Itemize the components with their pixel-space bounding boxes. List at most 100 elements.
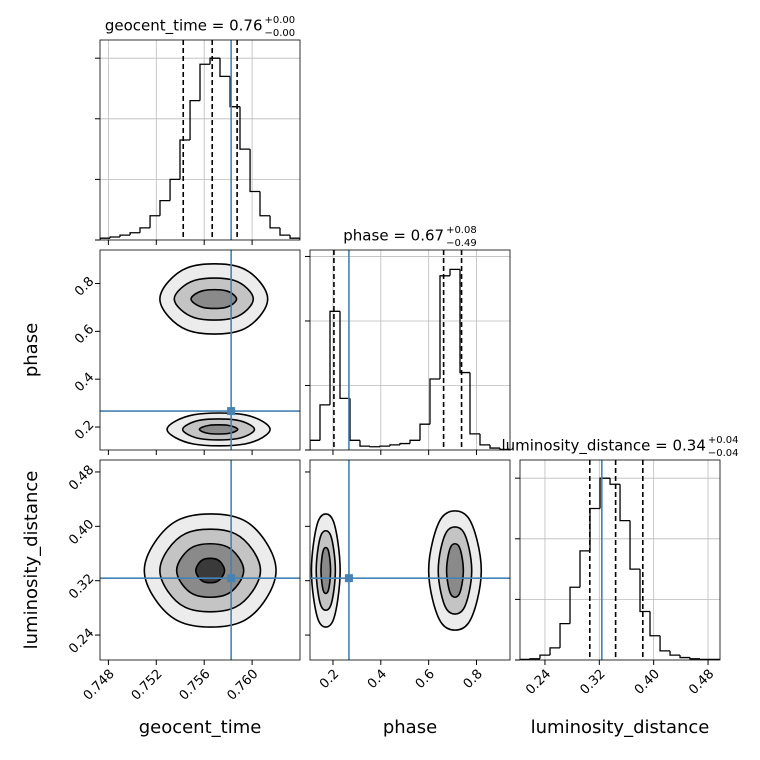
hist-bin [439,275,450,380]
y-tick-label: 0.32 [66,571,97,602]
hist-bin [100,237,111,240]
y-tick-label: 0.24 [66,626,97,657]
hist-bin [239,106,251,150]
x-tick-label: 0.48 [686,667,717,698]
hist-bin [169,178,180,201]
hist-bin [669,650,681,656]
panel-frame [519,459,721,661]
x-tick-label: 0.760 [224,667,261,704]
hist-bin [389,444,400,447]
x-tick-label: 0.6 [413,667,438,692]
title-upper: +0.08 [446,225,477,236]
hist-panel [520,460,720,660]
hist-bin [659,635,671,652]
hist-bin [379,445,390,447]
title-lower: −0.04 [708,448,739,459]
hist-bin [249,149,260,193]
hist-bin [619,484,631,522]
hist-bin [369,446,380,448]
panel-frame [309,459,511,661]
hist-bin [219,58,231,78]
hist-bin [559,622,571,648]
hist-bin [569,586,581,624]
x-tick-label: 0.40 [632,667,663,698]
hist-bin [119,234,131,237]
hist-bin [589,507,601,551]
title-lower: −0.49 [446,238,477,249]
hist-bin [579,550,590,588]
title-lower: −0.00 [265,28,296,39]
hist-bin [399,442,410,445]
y-tick-label: 0.40 [66,517,97,548]
hist-bin [549,647,561,656]
y-axis-label: phase [21,323,42,377]
y-tick-label: 0.48 [66,463,97,494]
hist-bin [609,478,621,485]
hist-bin [469,372,480,435]
x-tick-label: 0.24 [523,667,554,698]
hist-bin [189,99,200,140]
contour [195,557,226,584]
hist-bin [310,439,320,450]
truth-marker [227,407,236,416]
hist-bin [419,423,430,441]
hist-bin [149,215,160,228]
y-tick-label: 0.4 [72,370,97,395]
x-tick-label: 0.756 [177,667,214,704]
contour [198,424,239,435]
hist-bin [129,232,140,236]
x-tick-label: 0.8 [461,667,486,692]
panel-frame [99,459,301,661]
hist-panel [310,250,510,450]
x-tick-label: 0.4 [365,667,390,692]
hist-bin [699,658,711,660]
y-tick-label: 0.8 [72,274,97,299]
contour [320,546,332,595]
pair-panel [100,460,300,660]
hist-bin [649,611,661,637]
title-upper: +0.04 [708,435,739,446]
x-axis-label: luminosity_distance [531,717,710,738]
hist-panel [100,40,300,240]
hist-bin [139,227,151,233]
panel-title: phase = 0.67 [343,227,444,245]
hist-bin [409,439,420,444]
hist-bin [289,235,300,240]
hist-bin [479,433,490,446]
panel-frame [99,39,301,241]
x-tick-label: 0.32 [578,667,609,698]
truth-marker [344,574,353,583]
hist-bin [710,658,720,660]
y-axis-label: luminosity_distance [21,471,42,650]
panel-title: geocent_time = 0.76 [105,17,263,36]
hist-bin [209,57,220,65]
y-tick-label: 0.6 [72,322,97,347]
contour [445,542,465,599]
hist-bin [489,444,500,449]
hist-bin [599,477,611,509]
hist-bin [499,448,510,450]
hist-bin [539,654,551,659]
hist-bin [159,199,171,216]
hist-bin [679,655,691,659]
hist-bin [269,215,280,229]
panel-title: luminosity_distance = 0.34 [501,437,705,456]
hist-bin [329,310,340,405]
panel-frame [99,249,301,451]
x-tick-label: 0.748 [81,667,118,704]
hist-bin [259,191,271,217]
x-axis-label: phase [383,717,437,738]
x-tick-label: 0.2 [317,667,342,692]
hist-bin [639,569,651,613]
hist-bin [199,63,211,101]
hist-bin [179,139,191,180]
x-axis-label: geocent_time [139,717,262,738]
hist-bin [689,657,701,660]
contour [190,288,238,310]
hist-bin [529,658,540,660]
pair-panel [310,460,510,660]
hist-bin [359,440,370,447]
pair-panel [100,250,300,450]
hist-bin [349,398,360,441]
